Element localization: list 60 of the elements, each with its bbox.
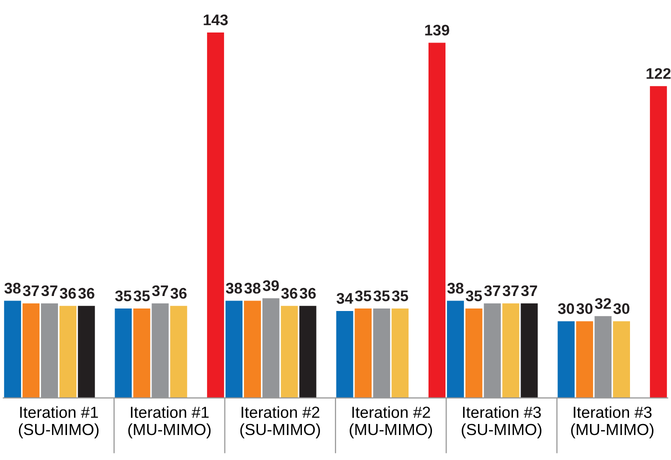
bar bbox=[613, 321, 630, 398]
data-label: 36 bbox=[60, 288, 76, 299]
data-label: 36 bbox=[281, 288, 298, 299]
bar bbox=[354, 308, 372, 398]
data-label: 30 bbox=[576, 303, 592, 314]
data-label: 35 bbox=[373, 290, 390, 302]
data-label: 35 bbox=[466, 290, 482, 302]
bar bbox=[520, 303, 538, 398]
data-label: 34 bbox=[336, 293, 354, 304]
bar bbox=[465, 308, 482, 398]
bar bbox=[392, 308, 409, 398]
x-tick-label: Iteration #2 (SU-MIMO) bbox=[240, 406, 320, 438]
data-label: 36 bbox=[170, 288, 187, 299]
data-label: 122 bbox=[646, 68, 671, 79]
bar bbox=[299, 306, 316, 398]
bar bbox=[22, 303, 40, 398]
x-tick-label: Iteration #1 (SU-MIMO) bbox=[18, 406, 99, 438]
bar bbox=[78, 306, 95, 398]
bar bbox=[133, 308, 150, 398]
data-label: 38 bbox=[226, 282, 242, 294]
bar bbox=[558, 321, 575, 398]
data-label: 39 bbox=[262, 280, 279, 292]
bar bbox=[336, 311, 354, 398]
bar bbox=[170, 306, 188, 398]
bar bbox=[207, 32, 224, 398]
data-label: 30 bbox=[558, 303, 574, 314]
bar bbox=[280, 306, 298, 398]
data-label: 37 bbox=[502, 285, 519, 296]
data-label: 36 bbox=[78, 288, 94, 299]
x-tick-label: Iteration #3 (SU-MIMO) bbox=[462, 406, 542, 438]
bar bbox=[59, 306, 76, 398]
bar bbox=[4, 300, 22, 398]
data-label: 35 bbox=[355, 290, 372, 302]
bar bbox=[244, 300, 261, 398]
data-label: 143 bbox=[204, 14, 228, 26]
data-label: 38 bbox=[4, 282, 21, 294]
data-label: 37 bbox=[152, 285, 168, 296]
data-label: 37 bbox=[521, 285, 538, 296]
bar bbox=[502, 303, 520, 398]
data-label: 35 bbox=[134, 290, 150, 302]
data-label: 139 bbox=[425, 24, 450, 36]
bar bbox=[226, 300, 242, 398]
x-tick-label: Iteration #2 (MU-MIMO) bbox=[350, 406, 432, 438]
data-label: 38 bbox=[244, 282, 260, 294]
data-label: 37 bbox=[484, 285, 500, 296]
bar bbox=[428, 42, 446, 398]
data-label: 37 bbox=[41, 285, 58, 296]
x-tick-label: Iteration #3 (MU-MIMO) bbox=[571, 406, 654, 438]
data-label: 35 bbox=[392, 290, 408, 302]
data-label: 38 bbox=[447, 282, 464, 294]
data-label: 37 bbox=[22, 285, 39, 296]
x-tick-label: Iteration #1 (MU-MIMO) bbox=[128, 406, 211, 438]
bar bbox=[650, 86, 667, 398]
data-label: 36 bbox=[300, 288, 316, 299]
bar bbox=[446, 300, 464, 398]
data-label: 30 bbox=[613, 303, 630, 314]
data-label: 32 bbox=[594, 298, 611, 309]
bar bbox=[576, 321, 594, 398]
data-label: 35 bbox=[115, 290, 132, 302]
bar bbox=[114, 308, 132, 398]
